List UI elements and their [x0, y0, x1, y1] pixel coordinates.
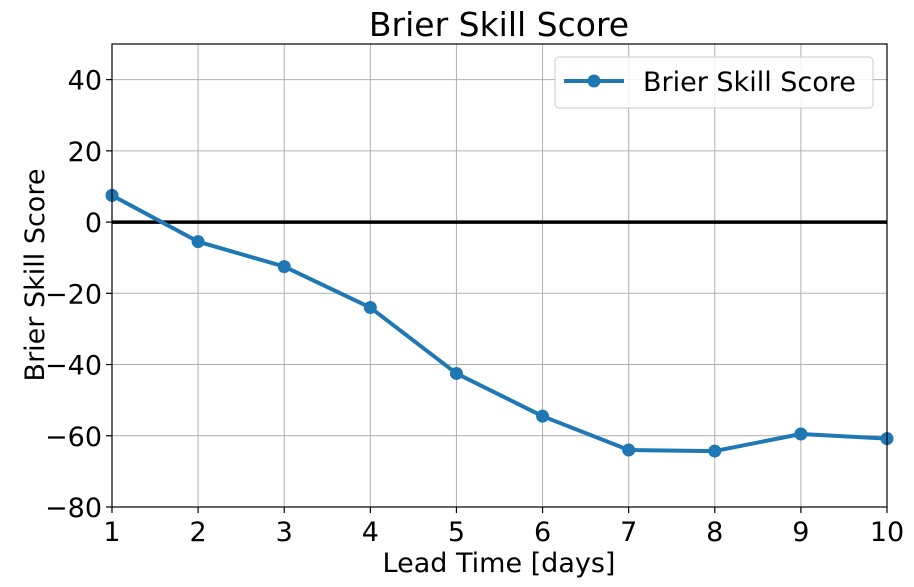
- plot-frame: [111, 43, 888, 508]
- data-point: [449, 366, 463, 380]
- series-line: [111, 193, 888, 454]
- tick-layer: 1 2 3 4 5 6 7 8 9 10 −80 −60 −40 −20 0 20 40: [45, 66, 904, 548]
- x-tick-label: 7: [620, 517, 637, 548]
- x-axis-label: Lead Time [days]: [383, 548, 616, 579]
- grid-lines: [111, 44, 888, 508]
- legend-series-marker: [587, 74, 601, 88]
- y-tick-label: −20: [45, 279, 102, 310]
- data-point: [277, 260, 291, 274]
- y-tick-label: −40: [45, 351, 102, 382]
- data-point: [536, 409, 550, 423]
- x-tick-label: 3: [276, 517, 293, 548]
- x-tick-label: 8: [706, 517, 723, 548]
- y-tick-label: 0: [85, 208, 102, 239]
- series-layer: [105, 188, 894, 458]
- x-tick-label: 10: [870, 517, 904, 548]
- y-axis-label: Brier Skill Score: [20, 169, 51, 382]
- legend-box: [554, 56, 874, 109]
- data-point: [622, 443, 636, 457]
- x-tick-label: 9: [792, 517, 809, 548]
- x-tick-label: 5: [448, 517, 465, 548]
- x-tick-label: 6: [534, 517, 551, 548]
- legend-series-label: Brier Skill Score: [643, 67, 856, 98]
- x-tick-label: 4: [362, 517, 379, 548]
- x-tick-label: 2: [190, 517, 207, 548]
- legend: Brier Skill Score: [554, 56, 874, 109]
- data-point: [191, 235, 205, 249]
- y-tick-label: 20: [68, 137, 102, 168]
- y-tick-label: −60: [45, 422, 102, 453]
- y-tick-label: −80: [45, 493, 102, 524]
- data-point: [794, 427, 808, 441]
- data-point: [363, 301, 377, 315]
- chart-title: Brier Skill Score: [369, 5, 629, 44]
- x-tick-label: 1: [103, 517, 120, 548]
- series-brier-skill-score: [105, 188, 894, 458]
- y-tick-label: 40: [68, 66, 102, 97]
- data-point: [708, 444, 722, 458]
